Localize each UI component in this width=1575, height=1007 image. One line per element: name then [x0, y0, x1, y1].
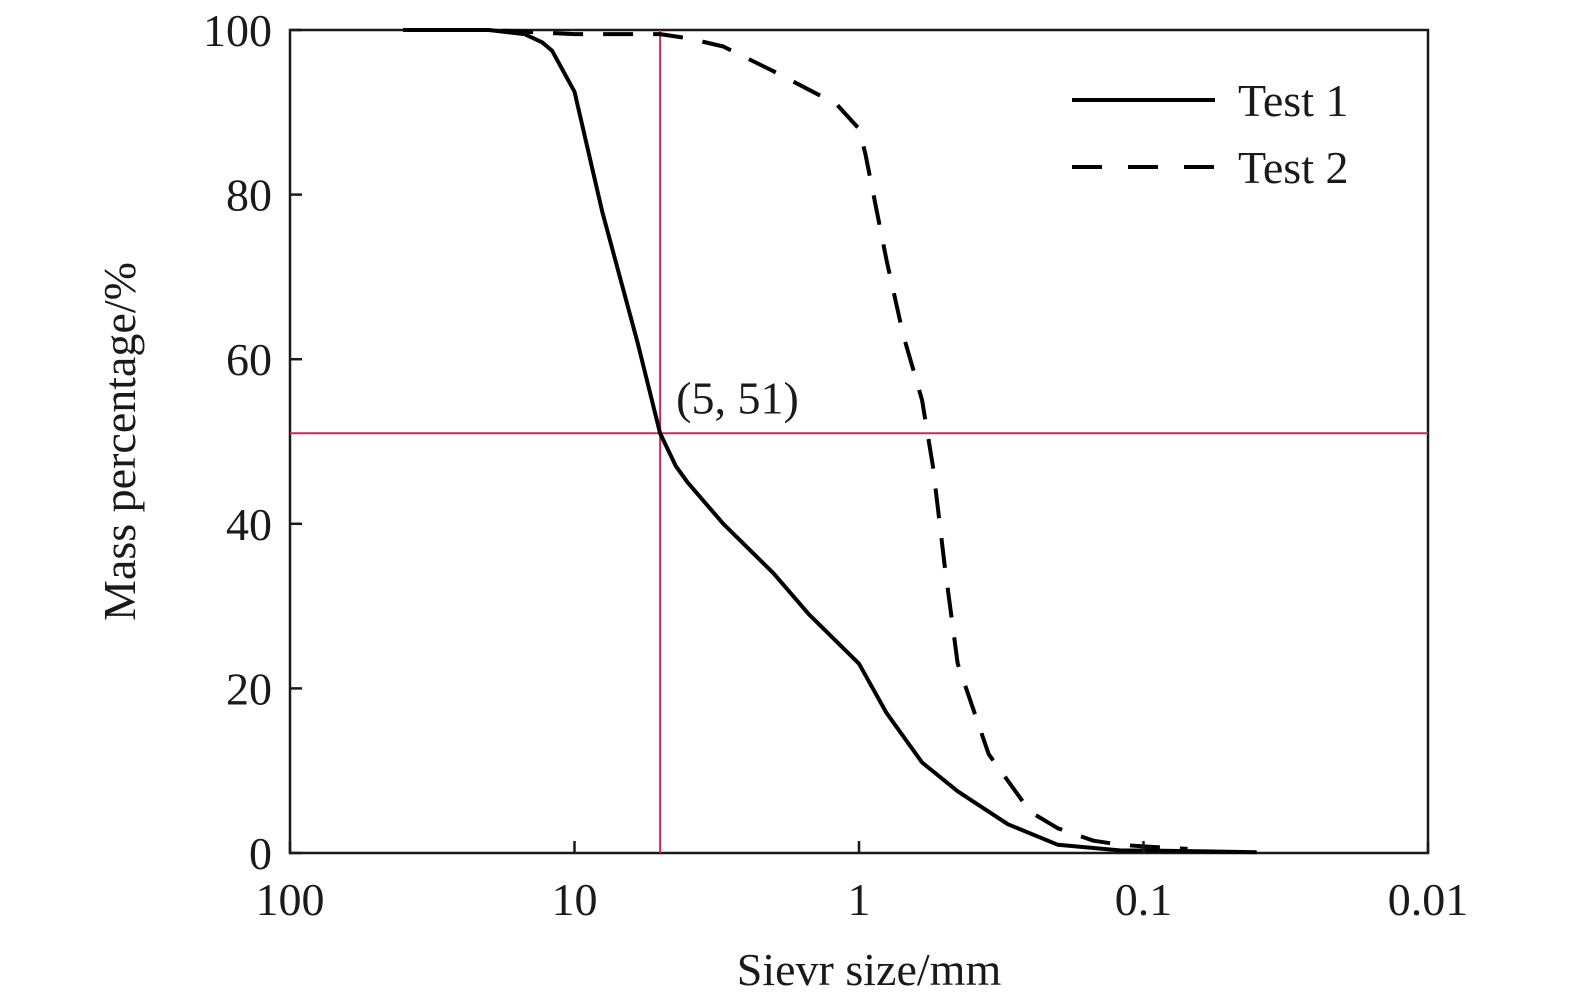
y-tick-label-5: 100 — [203, 5, 272, 56]
reference-lines — [290, 30, 1428, 853]
series-layer — [403, 28, 1257, 855]
y-tick-label-3: 60 — [226, 334, 272, 385]
y-tick-label-1: 20 — [226, 663, 272, 714]
y-tick-label-4: 80 — [226, 170, 272, 221]
x-tick-label-0: 100 — [256, 874, 325, 925]
legend-label-test-1: Test 1 — [1238, 75, 1349, 126]
plot-area: 100 10 1 0.1 0.01 0 20 40 60 80 100 — [203, 5, 1468, 925]
y-axis-title: Mass percentage/% — [94, 262, 145, 621]
x-tick-label-3: 0.1 — [1115, 874, 1173, 925]
legend: Test 1 Test 2 — [1072, 75, 1349, 193]
y-tick-label-0: 0 — [249, 828, 272, 879]
legend-label-test-2: Test 2 — [1238, 142, 1349, 193]
series-line-test-2 — [403, 28, 1188, 851]
annotation-label: (5, 51) — [676, 372, 799, 423]
x-tick-label-1: 10 — [552, 874, 598, 925]
x-axis-ticks: 100 10 1 0.1 0.01 — [256, 841, 1469, 925]
x-tick-label-4: 0.01 — [1388, 874, 1469, 925]
x-tick-label-2: 1 — [848, 874, 871, 925]
y-tick-label-2: 40 — [226, 499, 272, 550]
x-axis-title: Sievr size/mm — [737, 944, 1002, 995]
y-axis-ticks: 0 20 40 60 80 100 — [203, 5, 302, 879]
series-line-test-1 — [403, 28, 1257, 855]
